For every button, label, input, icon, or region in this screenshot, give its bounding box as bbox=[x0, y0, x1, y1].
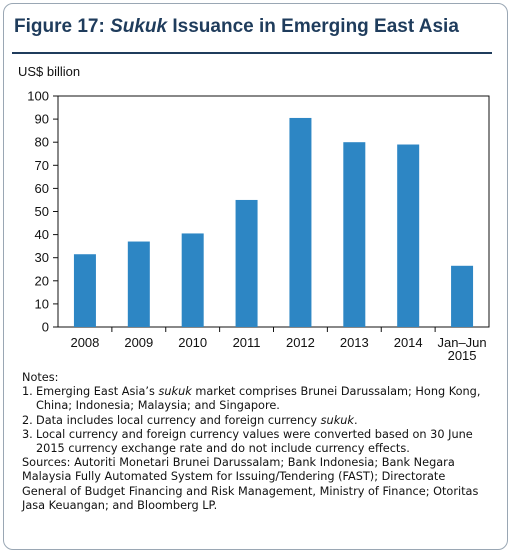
figure-title-prefix: Figure 17: bbox=[14, 16, 111, 37]
note-text: Data includes local currency and foreign… bbox=[36, 414, 490, 428]
note-item: 1. Emerging East Asia’s sukuk market com… bbox=[22, 385, 490, 413]
bar bbox=[451, 265, 474, 327]
y-tick-label: 10 bbox=[35, 296, 49, 311]
note-text: Emerging East Asia’s sukuk market compri… bbox=[36, 385, 490, 413]
y-tick-label: 40 bbox=[35, 227, 49, 242]
y-tick-label: 60 bbox=[35, 181, 49, 196]
x-tick-label: 2011 bbox=[233, 335, 261, 350]
note-text-part: Emerging East Asia’s bbox=[36, 385, 159, 399]
bar bbox=[127, 241, 150, 327]
note-text-part: . bbox=[353, 413, 358, 427]
note-number: 1. bbox=[22, 385, 33, 399]
y-tick-label: 70 bbox=[35, 158, 49, 173]
y-tick-label: 80 bbox=[35, 135, 49, 150]
x-tick-label: 2015 bbox=[448, 348, 477, 363]
note-text-part: market comprises Brunei Darussalam; Hong… bbox=[36, 385, 481, 413]
bar bbox=[181, 233, 204, 327]
note-number: 3. bbox=[22, 427, 33, 441]
note-text-part: Local currency and foreign currency valu… bbox=[36, 427, 473, 456]
bar-chart: 0 10 20 30 40 50 60 70 80 90 100 2008 2009 2010 2011 20… bbox=[27, 89, 490, 363]
x-tick-label: 2009 bbox=[124, 335, 153, 350]
y-tick-label: 30 bbox=[35, 250, 49, 265]
figure-title-rest: Issuance in Emerging East Asia bbox=[167, 16, 459, 37]
note-text: Local currency and foreign currency valu… bbox=[36, 428, 490, 456]
note-text-italic: sukuk bbox=[320, 413, 354, 427]
bar bbox=[235, 199, 258, 327]
x-tick-label: Jan–Jun bbox=[437, 335, 486, 350]
bar bbox=[397, 144, 420, 327]
note-item: 3. Local currency and foreign currency v… bbox=[22, 428, 490, 456]
notes-heading: Notes: bbox=[22, 371, 59, 384]
y-tick-label: 100 bbox=[27, 89, 49, 104]
x-tick-label: 2010 bbox=[178, 335, 207, 350]
bar bbox=[73, 254, 96, 327]
y-tick-label: 50 bbox=[35, 204, 49, 219]
x-tick-label: 2014 bbox=[394, 335, 423, 350]
note-number: 2. bbox=[22, 413, 33, 427]
note-text-italic: sukuk bbox=[158, 385, 192, 399]
notes-section: Notes: 1. Emerging East Asia’s sukuk mar… bbox=[22, 371, 490, 513]
x-tick-label: 2013 bbox=[340, 335, 369, 350]
y-tick-label: 20 bbox=[35, 273, 49, 288]
plot-area: 0 10 20 30 40 50 60 70 80 90 100 2008 2009 2010 2011 20… bbox=[27, 89, 490, 363]
bar bbox=[343, 142, 366, 327]
x-tick-label: 2008 bbox=[70, 335, 99, 350]
y-tick-label: 90 bbox=[35, 112, 49, 127]
sources-text: Sources: Autoriti Monetari Brunei Daruss… bbox=[22, 456, 479, 512]
note-item: 2. Data includes local currency and fore… bbox=[22, 414, 490, 428]
title-rule bbox=[12, 52, 492, 54]
y-tick-label: 0 bbox=[42, 320, 49, 335]
y-axis-unit-label: US$ billion bbox=[18, 64, 81, 79]
figure-title-italic: Sukuk bbox=[110, 16, 168, 37]
figure-title: Figure 17: Sukuk Issuance in Emerging Ea… bbox=[14, 16, 459, 38]
note-text-part: Data includes local currency and foreign… bbox=[36, 413, 321, 427]
x-tick-label: 2012 bbox=[286, 335, 315, 350]
plot-frame bbox=[57, 95, 490, 328]
bar bbox=[289, 117, 312, 327]
